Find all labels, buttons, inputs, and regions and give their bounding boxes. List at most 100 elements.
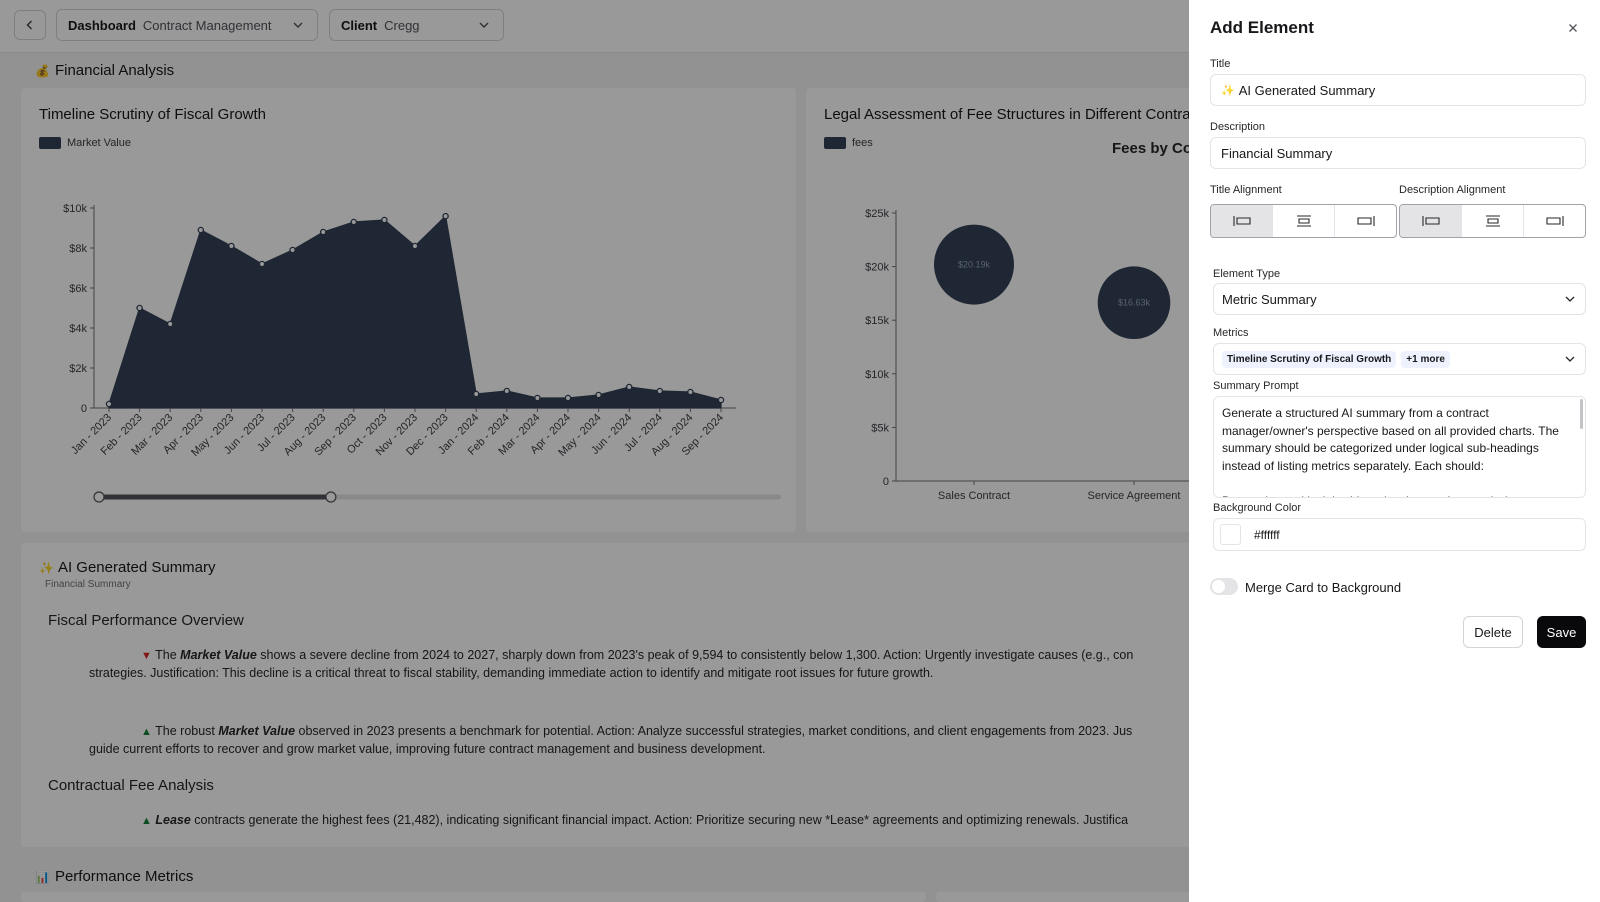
summary-prompt-textarea[interactable]: Generate a structured AI summary from a … xyxy=(1213,396,1586,498)
color-swatch[interactable] xyxy=(1220,524,1241,545)
chevron-down-icon xyxy=(1565,296,1575,302)
y-tick-label: $25k xyxy=(865,208,889,220)
chevron-left-icon xyxy=(26,20,32,30)
toggle-knob xyxy=(1212,580,1225,593)
data-point xyxy=(105,400,113,408)
background-color-value: #ffffff xyxy=(1254,527,1280,542)
data-point xyxy=(197,226,205,234)
delete-button[interactable]: Delete xyxy=(1463,616,1523,648)
dashboard-selector[interactable]: Dashboard Contract Management xyxy=(56,9,318,41)
align-right-icon xyxy=(1545,216,1564,226)
client-selector-label: Client xyxy=(341,17,378,33)
y-tick-label: $2k xyxy=(69,363,87,375)
chart-card-fee-structures: Legal Assessment of Fee Structures in Di… xyxy=(806,88,1226,532)
p2-line2: guide current efforts to recover and gro… xyxy=(89,742,766,756)
data-point xyxy=(350,218,358,226)
description-label: Description xyxy=(1210,121,1266,133)
data-point xyxy=(228,242,235,250)
title-label: Title xyxy=(1210,58,1231,70)
align-right-button[interactable] xyxy=(1523,205,1585,237)
align-right-button[interactable] xyxy=(1334,205,1396,237)
y-tick-label: 0 xyxy=(81,403,87,415)
textarea-scrollbar[interactable] xyxy=(1580,399,1583,429)
title-field[interactable]: ✨ AI Generated Summary xyxy=(1210,74,1586,106)
y-tick-label: $20k xyxy=(865,262,889,274)
align-center-icon xyxy=(1296,215,1311,227)
element-type-value: Metric Summary xyxy=(1222,291,1317,307)
metric-chip: Timeline Scrutiny of Fiscal Growth xyxy=(1222,350,1397,368)
align-right-icon xyxy=(1356,216,1375,226)
section-title: Performance Metrics xyxy=(54,868,194,885)
p1-em: Market Value xyxy=(180,648,257,662)
p1-pre: The xyxy=(155,648,181,662)
legend-label: Market Value xyxy=(67,137,131,149)
dashboard-selector-value: Contract Management xyxy=(142,17,272,33)
triangle-up-icon: ▲ xyxy=(141,815,152,827)
sparkles-icon: ✨ xyxy=(39,560,54,575)
y-tick-label: $10k xyxy=(63,203,87,215)
client-selector[interactable]: Client Cregg xyxy=(329,9,504,41)
save-button[interactable]: Save xyxy=(1537,616,1586,648)
align-center-icon xyxy=(1485,215,1500,227)
summary-paragraph: ▲ Lease contracts generate the highest f… xyxy=(89,812,1261,830)
title-field-value: AI Generated Summary xyxy=(1238,82,1376,98)
element-type-select[interactable]: Metric Summary xyxy=(1213,283,1586,315)
p3-line1: contracts generate the highest fees (21,… xyxy=(190,813,1129,827)
triangle-down-icon: ▼ xyxy=(141,650,152,662)
y-tick-label: $4k xyxy=(69,323,87,335)
bubble-chart: Fees by Contract Type0$5k$10k$15k$20k$25… xyxy=(865,140,1226,502)
legend-swatch xyxy=(39,137,61,149)
merge-card-toggle[interactable] xyxy=(1210,578,1238,595)
p3-em: Lease xyxy=(155,813,191,827)
align-left-button[interactable] xyxy=(1211,205,1272,237)
summary-prompt-label: Summary Prompt xyxy=(1213,380,1299,392)
data-point xyxy=(411,242,419,250)
section-financial-analysis: 💰 Financial Analysis xyxy=(35,62,174,79)
summary-paragraph: ▼ The Market Value shows a severe declin… xyxy=(89,647,1261,682)
align-center-button[interactable] xyxy=(1461,205,1523,237)
metrics-select[interactable]: Timeline Scrutiny of Fiscal Growth +1 mo… xyxy=(1213,343,1586,375)
metric-card xyxy=(21,892,926,902)
description-alignment-label: Description Alignment xyxy=(1399,184,1506,196)
sparkles-icon: ✨ xyxy=(1221,84,1235,97)
description-field[interactable]: Financial Summary xyxy=(1210,137,1586,169)
align-center-button[interactable] xyxy=(1272,205,1334,237)
dashboard-selector-label: Dashboard xyxy=(68,17,136,33)
data-point xyxy=(166,320,174,328)
chevron-down-icon xyxy=(293,22,303,28)
summary-paragraph: ▲ The robust Market Value observed in 20… xyxy=(89,723,1261,758)
range-slider-start-handle[interactable] xyxy=(93,491,105,503)
data-point xyxy=(564,394,572,402)
chart-legend[interactable]: fees xyxy=(824,137,873,149)
add-element-panel: Add Element Title ✨ AI Generated Summary… xyxy=(1189,0,1600,902)
data-point xyxy=(656,387,664,395)
x-tick-label: Sales Contract xyxy=(938,490,1010,502)
chart-card-fiscal-growth: Timeline Scrutiny of Fiscal Growth Marke… xyxy=(21,88,796,532)
title-alignment-group xyxy=(1210,204,1397,238)
y-tick-label: $10k xyxy=(865,369,889,381)
p1-line2: strategies. Justification: This decline … xyxy=(89,666,934,680)
p2-line1: observed in 2023 presents a benchmark fo… xyxy=(295,724,1133,738)
section-title: Financial Analysis xyxy=(54,62,175,79)
align-left-button[interactable] xyxy=(1400,205,1461,237)
chart-legend[interactable]: Market Value xyxy=(39,137,131,149)
background-color-field[interactable]: #ffffff xyxy=(1213,518,1586,551)
background-color-label: Background Color xyxy=(1213,502,1302,514)
ai-summary-card: ✨ AI Generated Summary Financial Summary… xyxy=(21,543,1261,847)
summary-heading: Contractual Fee Analysis xyxy=(48,777,214,794)
p1-line1: shows a severe decline from 2024 to 2027… xyxy=(256,648,1134,662)
data-point xyxy=(289,246,296,254)
data-point xyxy=(258,260,266,268)
data-point xyxy=(442,212,449,220)
data-point xyxy=(503,387,511,395)
data-point xyxy=(534,394,541,402)
client-selector-value: Cregg xyxy=(384,17,420,33)
data-point xyxy=(595,391,602,399)
data-point xyxy=(136,304,143,312)
back-button[interactable] xyxy=(14,10,46,40)
close-icon[interactable] xyxy=(1565,20,1581,36)
data-point xyxy=(625,383,633,391)
bar-chart-icon: 📊 xyxy=(35,869,50,884)
range-slider-end-handle[interactable] xyxy=(325,491,337,503)
